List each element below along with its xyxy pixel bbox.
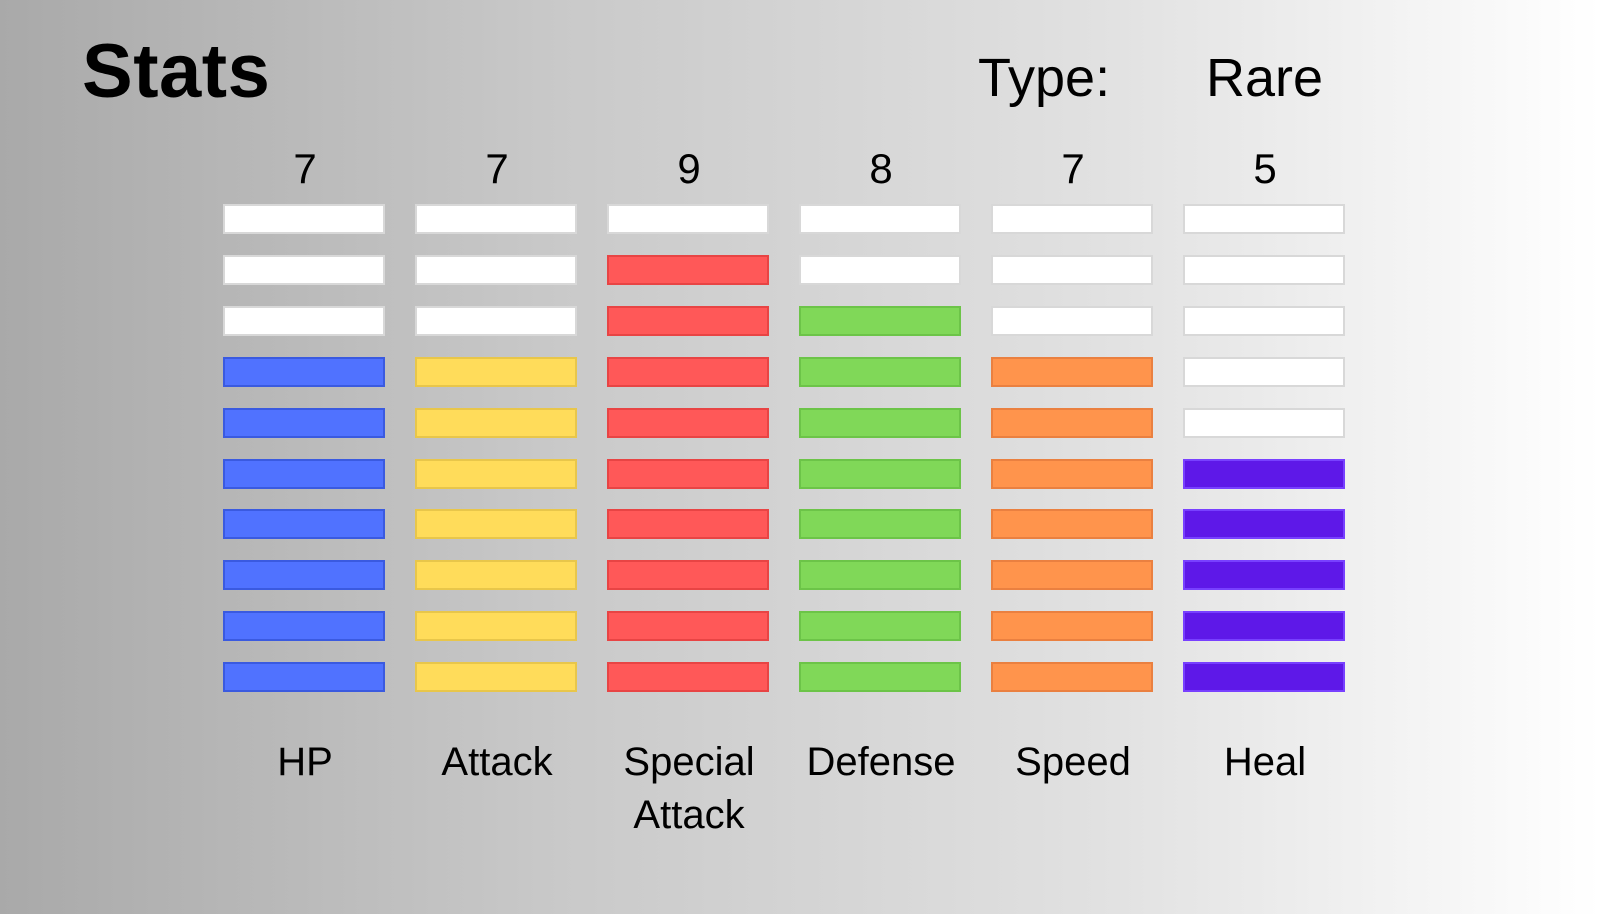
stat-segment-empty bbox=[223, 305, 385, 336]
stat-segment-filled bbox=[991, 509, 1153, 540]
stat-segment-filled bbox=[799, 356, 961, 387]
stat-column-defense: 8 Defense bbox=[799, 0, 963, 914]
stat-segment-filled bbox=[607, 356, 769, 387]
stat-segment-filled bbox=[1183, 662, 1345, 693]
stat-segment-filled bbox=[223, 458, 385, 489]
stat-column-heal: 5 Heal bbox=[1183, 0, 1347, 914]
stat-segment-filled bbox=[991, 611, 1153, 642]
stat-value: 8 bbox=[869, 145, 893, 192]
stat-label: HP bbox=[277, 740, 333, 784]
stat-segment-filled bbox=[223, 662, 385, 693]
stat-segment-filled bbox=[1183, 560, 1345, 591]
stat-segment-filled bbox=[991, 458, 1153, 489]
stat-segment-filled bbox=[991, 560, 1153, 591]
stat-segment-filled bbox=[607, 458, 769, 489]
stat-segment-filled bbox=[799, 560, 961, 591]
stat-column-hp: 7 HP bbox=[223, 0, 387, 914]
stat-segment-filled bbox=[991, 407, 1153, 438]
stat-column-speed: 7 Speed bbox=[991, 0, 1155, 914]
type-value: Rare bbox=[1206, 48, 1324, 108]
stat-segment-filled bbox=[607, 305, 769, 336]
stat-segment-empty bbox=[799, 204, 961, 234]
stat-segment-empty bbox=[415, 204, 577, 234]
stat-label: Defense bbox=[806, 740, 956, 784]
stat-segment-filled bbox=[799, 611, 961, 642]
stat-segment-empty bbox=[223, 204, 385, 234]
stat-segment-filled bbox=[415, 356, 577, 387]
stat-segment-empty bbox=[1183, 356, 1345, 387]
stat-segment-filled bbox=[607, 611, 769, 642]
stat-value: 5 bbox=[1253, 145, 1277, 192]
stat-segment-filled bbox=[607, 509, 769, 540]
stat-segment-filled bbox=[799, 305, 961, 336]
stat-segment-empty bbox=[415, 254, 577, 285]
stat-segment-empty bbox=[415, 305, 577, 336]
stat-segment-filled bbox=[223, 560, 385, 591]
stat-segment-filled bbox=[415, 407, 577, 438]
stat-segment-empty bbox=[1183, 254, 1345, 285]
stat-label: Special Attack bbox=[623, 740, 755, 837]
stat-segment-filled bbox=[799, 458, 961, 489]
stat-segment-empty bbox=[223, 254, 385, 285]
stat-segment-empty bbox=[607, 204, 769, 234]
stat-segment-filled bbox=[607, 407, 769, 438]
stat-segment-filled bbox=[1183, 611, 1345, 642]
stat-segment-empty bbox=[991, 204, 1153, 234]
stat-value: 7 bbox=[1061, 145, 1085, 192]
stat-segment-filled bbox=[415, 509, 577, 540]
stat-segment-filled bbox=[223, 509, 385, 540]
page-title: Stats bbox=[82, 29, 271, 114]
stat-segment-empty bbox=[799, 254, 961, 285]
stat-segment-filled bbox=[1183, 509, 1345, 540]
stat-segment-filled bbox=[607, 254, 769, 285]
stat-segment-empty bbox=[1183, 204, 1345, 234]
stat-segment-empty bbox=[1183, 305, 1345, 336]
stat-segment-empty bbox=[991, 305, 1153, 336]
stat-segment-filled bbox=[415, 611, 577, 642]
stat-segment-filled bbox=[223, 407, 385, 438]
stat-segment-filled bbox=[415, 458, 577, 489]
stat-column-attack: 7 Attack bbox=[415, 0, 579, 914]
stat-value: 9 bbox=[677, 145, 701, 192]
stat-segment-filled bbox=[1183, 458, 1345, 489]
stat-label: Heal bbox=[1223, 740, 1307, 784]
stat-label: Speed bbox=[1015, 740, 1131, 784]
stat-segment-filled bbox=[991, 662, 1153, 693]
stat-segment-filled bbox=[799, 662, 961, 693]
stat-segment-empty bbox=[991, 254, 1153, 285]
stat-segment-filled bbox=[223, 611, 385, 642]
stat-value: 7 bbox=[293, 145, 317, 192]
stat-segment-filled bbox=[607, 560, 769, 591]
type-label: Type: bbox=[978, 48, 1111, 108]
stat-segment-filled bbox=[607, 662, 769, 693]
stat-segment-filled bbox=[415, 560, 577, 591]
stat-segment-empty bbox=[1183, 407, 1345, 438]
stat-segment-filled bbox=[415, 662, 577, 693]
stat-segment-filled bbox=[799, 509, 961, 540]
stat-segment-filled bbox=[799, 407, 961, 438]
stat-column-special-attack: 9 Special Attack bbox=[607, 0, 771, 914]
stat-label: Attack bbox=[441, 740, 553, 784]
stat-value: 7 bbox=[485, 145, 509, 192]
stat-segment-filled bbox=[991, 356, 1153, 387]
stat-segment-filled bbox=[223, 356, 385, 387]
